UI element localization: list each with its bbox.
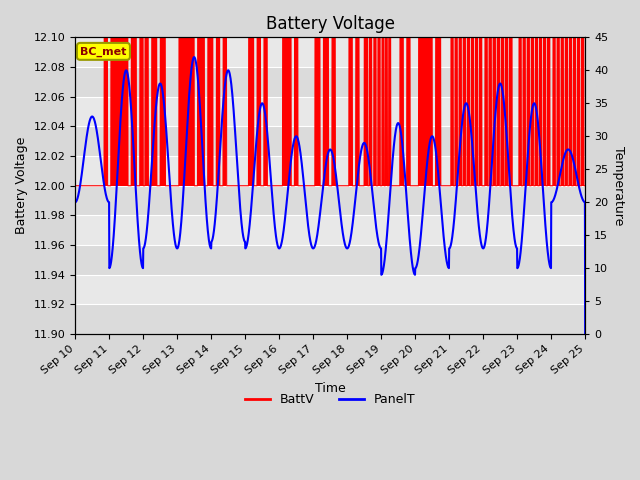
Bar — [332, 37, 335, 186]
Bar — [531, 37, 534, 186]
Bar — [561, 37, 563, 186]
Bar — [208, 37, 213, 186]
Bar — [476, 37, 477, 186]
Bar — [467, 37, 470, 186]
Y-axis label: Temperature: Temperature — [612, 146, 625, 226]
Bar — [152, 37, 157, 186]
Bar — [364, 37, 367, 186]
Bar — [582, 37, 584, 186]
Bar — [75, 67, 585, 96]
Text: BC_met: BC_met — [80, 46, 127, 57]
Bar — [400, 37, 403, 186]
Bar — [553, 37, 556, 186]
Bar — [535, 37, 538, 186]
Bar — [419, 37, 432, 186]
Bar — [145, 37, 148, 186]
Bar — [569, 37, 572, 186]
Bar — [75, 126, 585, 156]
Bar — [509, 37, 512, 186]
Bar — [198, 37, 204, 186]
Bar — [406, 37, 410, 186]
Bar — [131, 37, 136, 186]
Bar — [519, 37, 521, 186]
Bar — [248, 37, 253, 186]
Bar — [436, 37, 441, 186]
Bar — [543, 37, 546, 186]
Bar — [75, 245, 585, 275]
Bar — [471, 37, 474, 186]
Bar — [497, 37, 499, 186]
Bar — [111, 37, 128, 186]
Bar — [374, 37, 376, 186]
Bar — [455, 37, 458, 186]
Bar — [356, 37, 359, 186]
Bar — [378, 37, 380, 186]
Bar — [527, 37, 529, 186]
Bar — [257, 37, 260, 186]
Bar — [349, 37, 352, 186]
Bar — [369, 37, 372, 186]
Bar — [557, 37, 559, 186]
Bar — [577, 37, 580, 186]
Title: Battery Voltage: Battery Voltage — [266, 15, 395, 33]
Bar — [104, 37, 108, 186]
Bar — [540, 37, 541, 186]
Bar — [501, 37, 504, 186]
Bar — [565, 37, 568, 186]
Bar — [573, 37, 575, 186]
Bar — [223, 37, 227, 186]
Bar — [323, 37, 328, 186]
Bar — [283, 37, 291, 186]
Bar — [485, 37, 487, 186]
Bar — [179, 37, 194, 186]
Bar — [463, 37, 465, 186]
Bar — [382, 37, 384, 186]
Bar — [315, 37, 320, 186]
Bar — [75, 186, 585, 216]
Bar — [388, 37, 390, 186]
Bar — [459, 37, 461, 186]
Bar — [264, 37, 268, 186]
Bar — [489, 37, 492, 186]
X-axis label: Time: Time — [315, 382, 346, 395]
Bar — [451, 37, 453, 186]
Bar — [505, 37, 508, 186]
Bar — [493, 37, 495, 186]
Bar — [523, 37, 525, 186]
Bar — [216, 37, 220, 186]
Bar — [547, 37, 550, 186]
Y-axis label: Battery Voltage: Battery Voltage — [15, 137, 28, 234]
Bar — [75, 304, 585, 334]
Bar — [160, 37, 165, 186]
Bar — [294, 37, 298, 186]
Bar — [479, 37, 482, 186]
Bar — [140, 37, 143, 186]
Legend: BattV, PanelT: BattV, PanelT — [239, 388, 420, 411]
Bar — [385, 37, 387, 186]
